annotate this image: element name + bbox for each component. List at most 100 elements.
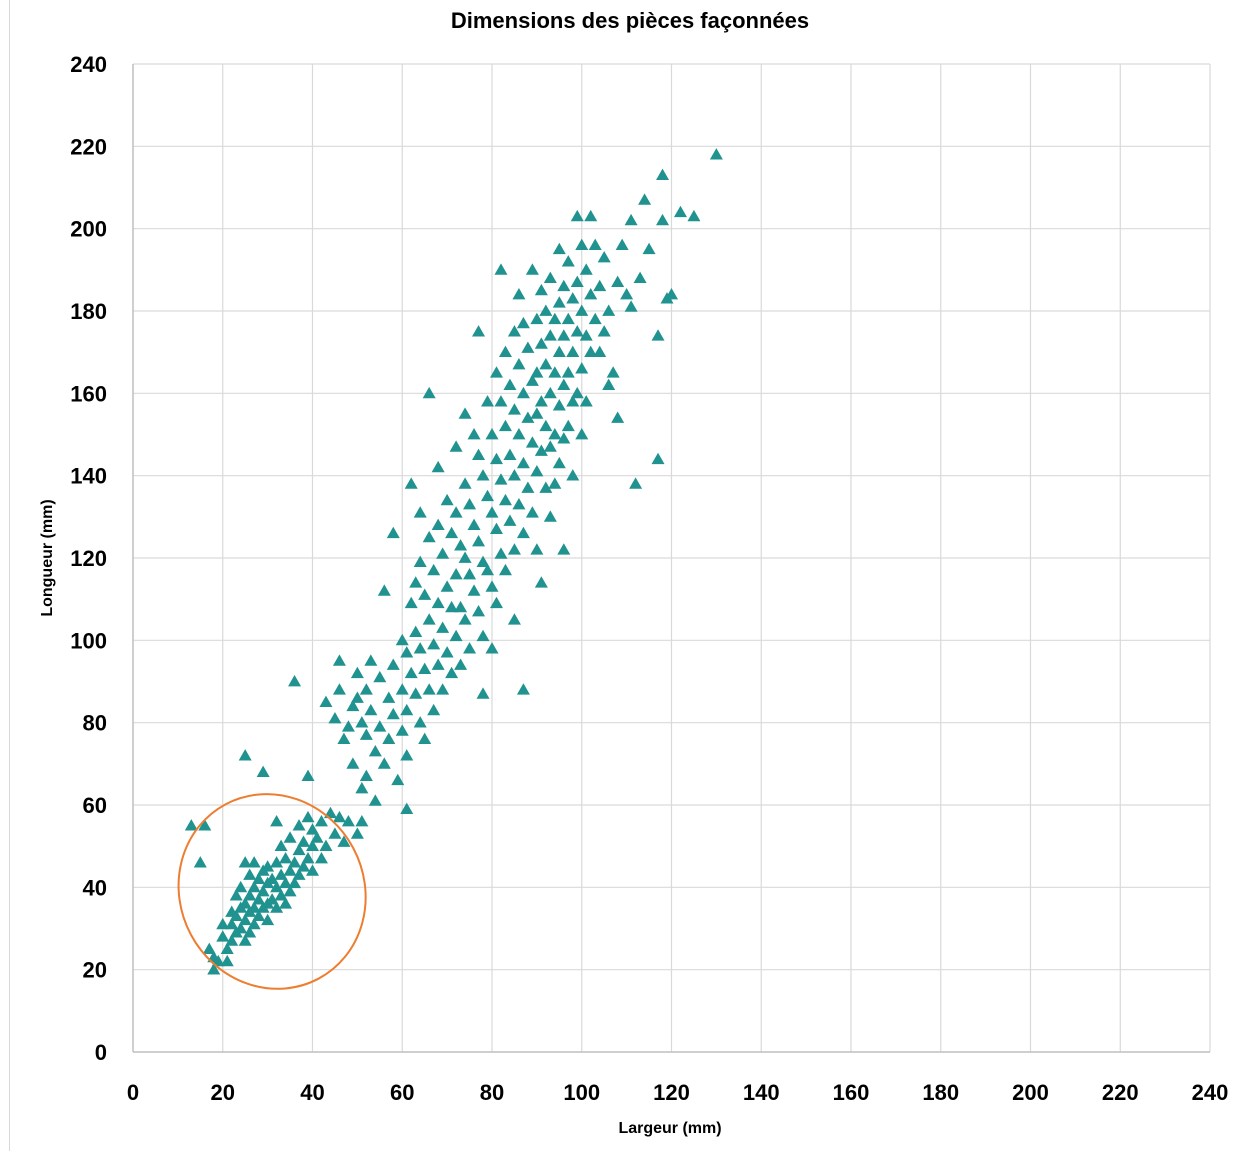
data-point-triangle (516, 526, 530, 539)
y-tick-label: 220 (70, 134, 107, 159)
data-point-triangle (274, 889, 288, 901)
left-border-line (9, 0, 10, 1151)
chart-title: Dimensions des pièces façonnées (451, 8, 809, 33)
data-point-triangle (673, 205, 687, 218)
data-point-triangle (566, 469, 580, 481)
data-point-triangle (575, 428, 589, 440)
data-point-triangle (516, 456, 530, 469)
data-point-triangle (579, 329, 593, 341)
y-tick-label: 160 (70, 381, 107, 406)
data-point-triangle (418, 662, 432, 675)
data-point-triangle (283, 864, 297, 876)
data-point-triangle (597, 250, 611, 263)
data-point-triangle (319, 839, 333, 852)
data-point-triangle (341, 814, 355, 827)
data-point-triangle (377, 584, 391, 596)
data-point-triangle (481, 489, 495, 502)
data-point-triangle (516, 386, 530, 399)
data-point-triangle (606, 366, 620, 378)
data-point-triangle (409, 576, 423, 588)
data-point-triangle (512, 497, 526, 510)
data-point-triangle (216, 917, 230, 930)
y-tick-label: 240 (70, 52, 107, 77)
data-point-triangle (337, 732, 351, 745)
data-point-triangle (256, 884, 270, 897)
y-tick-label: 80 (83, 711, 107, 736)
data-point-triangle (615, 238, 629, 251)
data-point-triangle (445, 666, 459, 679)
data-point-triangle (485, 506, 499, 518)
data-point-triangle (436, 683, 450, 695)
data-point-triangle (359, 728, 373, 740)
data-point-triangle (368, 744, 382, 757)
data-point-triangle (552, 296, 566, 308)
data-point-triangle (584, 209, 598, 222)
data-point-triangle (341, 720, 355, 732)
data-point-triangle (651, 452, 665, 465)
data-point-triangle (503, 514, 517, 526)
data-point-triangle (306, 864, 319, 876)
x-tick-label: 180 (922, 1080, 959, 1105)
data-point-triangle (265, 893, 279, 905)
data-point-triangle (498, 345, 512, 358)
data-point-triangle (602, 378, 616, 390)
data-point-triangle (386, 658, 400, 670)
data-point-triangle (391, 773, 405, 786)
data-point-triangle (454, 658, 468, 670)
data-point-triangle (561, 312, 575, 325)
data-point-triangle (359, 769, 373, 782)
data-point-triangle (476, 629, 490, 642)
data-point-triangle (328, 712, 342, 724)
data-point-triangle (561, 366, 575, 378)
data-point-triangle (458, 407, 472, 419)
data-point-triangle (507, 543, 521, 555)
data-point-triangle (472, 605, 486, 617)
data-point-triangle (507, 613, 521, 625)
data-point-triangle (377, 757, 391, 769)
data-point-triangle (409, 687, 423, 699)
data-point-triangle (611, 275, 625, 288)
data-point-triangle (472, 325, 486, 337)
data-point-triangle (512, 428, 526, 440)
data-point-triangle (243, 868, 257, 880)
data-point-triangle (494, 395, 508, 407)
data-point-triangle (620, 288, 634, 300)
data-points (184, 148, 723, 975)
data-point-triangle (301, 852, 315, 864)
data-point-triangle (489, 452, 503, 465)
data-point-triangle (404, 477, 418, 489)
data-point-triangle (314, 852, 328, 864)
data-point-triangle (485, 580, 499, 592)
data-point-triangle (216, 930, 230, 942)
data-point-triangle (498, 493, 512, 506)
y-axis-tick-labels: 0 20 40 60 80 100 120 140 160 180 200 220 240 (70, 52, 107, 1065)
data-point-triangle (346, 699, 360, 712)
x-tick-label: 0 (127, 1080, 139, 1105)
data-point-triangle (503, 448, 517, 460)
data-point-triangle (431, 596, 445, 609)
data-point-triangle (579, 395, 593, 407)
data-point-triangle (395, 633, 409, 646)
data-point-triangle (516, 316, 530, 329)
data-point-triangle (489, 596, 503, 609)
x-tick-label: 220 (1102, 1080, 1139, 1105)
data-point-triangle (422, 613, 436, 625)
data-point-triangle (521, 481, 535, 493)
data-point-triangle (292, 843, 306, 856)
data-point-triangle (472, 535, 486, 547)
data-point-triangle (539, 304, 553, 316)
data-point-triangle (243, 926, 257, 938)
x-axis-tick-labels: 0 20 40 60 80 100 120 140 160 180 200 220 240 (127, 1080, 1228, 1105)
data-point-triangle (427, 703, 441, 716)
data-point-triangle (454, 539, 468, 551)
data-point-triangle (521, 341, 535, 353)
data-point-triangle (543, 329, 557, 341)
data-point-triangle (288, 876, 302, 889)
data-point-triangle (238, 913, 252, 926)
data-point-triangle (489, 366, 503, 378)
grid-lines (132, 63, 1211, 1053)
data-point-triangle (602, 304, 616, 316)
data-point-triangle (247, 901, 261, 913)
data-point-triangle (449, 506, 463, 518)
